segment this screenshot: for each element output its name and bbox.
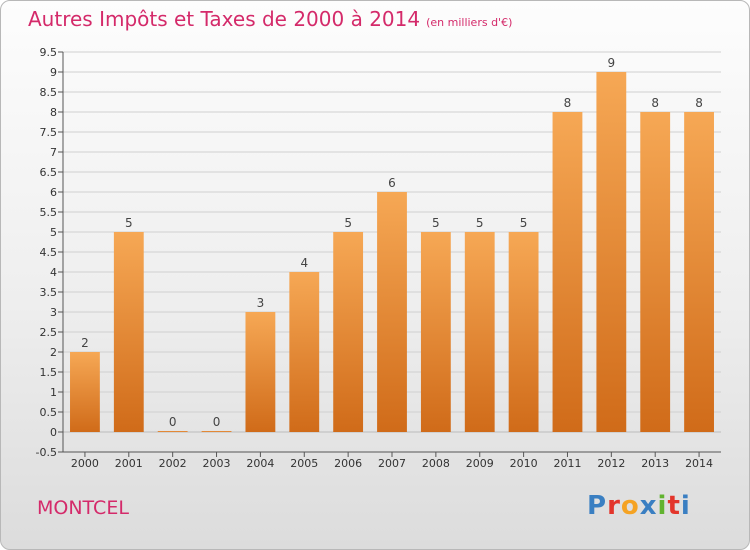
x-tick-label-2001: 2001 bbox=[115, 457, 143, 470]
y-tick-label: 8 bbox=[50, 106, 57, 119]
bar-2003 bbox=[201, 431, 232, 432]
y-tick-label: 7.5 bbox=[40, 126, 58, 139]
y-tick-label: 2 bbox=[50, 346, 57, 359]
bar-2009 bbox=[464, 232, 495, 432]
chart-title: Autres Impôts et Taxes de 2000 à 2014 (en… bbox=[28, 7, 512, 31]
y-tick-label: 6 bbox=[50, 186, 57, 199]
x-tick-label-2005: 2005 bbox=[290, 457, 318, 470]
value-label-2014: 8 bbox=[695, 96, 703, 110]
y-tick-label: 1 bbox=[50, 386, 57, 399]
value-label-2011: 8 bbox=[564, 96, 572, 110]
value-label-2012: 9 bbox=[608, 56, 616, 70]
logo-letter: i bbox=[680, 491, 691, 521]
bar-2006 bbox=[333, 232, 364, 432]
value-label-2006: 5 bbox=[344, 216, 352, 230]
bar-2004 bbox=[245, 312, 276, 432]
axes: 9.5 9 8.5 8 7.5 7 6.5 6 5.5 5 4.5 4 3.5 3 2.5 2 1.5 1 0.5 0… bbox=[36, 46, 721, 459]
y-tick-label: 4 bbox=[50, 266, 57, 279]
chart-title-text: Autres Impôts et Taxes de 2000 à 2014 bbox=[28, 7, 421, 31]
y-tick-label: 9.5 bbox=[40, 46, 58, 59]
chart-unit: (en milliers d'€) bbox=[426, 16, 513, 29]
y-tick-label: 5 bbox=[50, 226, 57, 239]
bar-2002 bbox=[157, 431, 188, 432]
y-tick-label: 0 bbox=[50, 426, 57, 439]
y-tick-label: 7 bbox=[50, 146, 57, 159]
y-tick-label: 3 bbox=[50, 306, 57, 319]
bar-2000 bbox=[70, 352, 100, 432]
y-tick-label: 0.5 bbox=[40, 406, 58, 419]
x-tick-label-2007: 2007 bbox=[378, 457, 406, 470]
x-tick-label-2010: 2010 bbox=[510, 457, 538, 470]
y-tick-label: 3.5 bbox=[40, 286, 58, 299]
bar-2014 bbox=[684, 112, 714, 432]
bar-2011 bbox=[552, 112, 583, 432]
x-tick-label-2013: 2013 bbox=[641, 457, 669, 470]
bar-2013 bbox=[640, 112, 671, 432]
x-tick-label-2003: 2003 bbox=[203, 457, 231, 470]
x-tick-label-2009: 2009 bbox=[466, 457, 494, 470]
x-tick-label-2006: 2006 bbox=[334, 457, 362, 470]
logo-letter: P bbox=[587, 491, 608, 521]
value-label-2009: 5 bbox=[476, 216, 484, 230]
value-label-2001: 5 bbox=[125, 216, 133, 230]
logo-letter: r bbox=[607, 491, 621, 521]
logo-letter: o bbox=[620, 491, 640, 521]
value-label-2013: 8 bbox=[651, 96, 659, 110]
logo-letter: i bbox=[657, 491, 668, 521]
y-tick-label: 8.5 bbox=[40, 86, 58, 99]
value-label-2010: 5 bbox=[520, 216, 528, 230]
value-label-2005: 4 bbox=[300, 256, 308, 270]
x-tick-label-2014: 2014 bbox=[685, 457, 713, 470]
bar-2008 bbox=[420, 232, 451, 432]
bar-2010 bbox=[508, 232, 539, 432]
commune-name: MONTCEL bbox=[37, 497, 129, 519]
y-tick-label: 1.5 bbox=[40, 366, 58, 379]
y-tick-label: 6.5 bbox=[40, 166, 58, 179]
labels: 2 2000 5 2001 0 2002 0 2003 3 2004 4 2005 5 2006 6 2007… bbox=[71, 56, 713, 470]
x-tick-label-2000: 2000 bbox=[71, 457, 99, 470]
x-tick-label-2012: 2012 bbox=[597, 457, 625, 470]
bar-2005 bbox=[289, 272, 320, 432]
bar-2001 bbox=[113, 232, 144, 432]
value-label-2003: 0 bbox=[213, 415, 221, 429]
x-tick-label-2008: 2008 bbox=[422, 457, 450, 470]
x-tick-label-2004: 2004 bbox=[246, 457, 274, 470]
value-label-2000: 2 bbox=[81, 336, 89, 350]
value-label-2002: 0 bbox=[169, 415, 177, 429]
y-tick-label: 2.5 bbox=[40, 326, 58, 339]
value-label-2008: 5 bbox=[432, 216, 440, 230]
bars bbox=[70, 72, 714, 432]
x-tick-label-2011: 2011 bbox=[553, 457, 581, 470]
y-tick-label: 5.5 bbox=[40, 206, 58, 219]
y-tick-label: 4.5 bbox=[40, 246, 58, 259]
value-label-2004: 3 bbox=[257, 296, 265, 310]
y-tick-label: 9 bbox=[50, 66, 57, 79]
bar-2007 bbox=[377, 192, 407, 432]
logo-letter: x bbox=[639, 491, 658, 521]
x-tick-label-2002: 2002 bbox=[159, 457, 187, 470]
value-label-2007: 6 bbox=[388, 176, 396, 190]
y-tick-label: -0.5 bbox=[36, 446, 57, 459]
proxiti-logo: Proxiti bbox=[587, 491, 691, 521]
bar-2012 bbox=[596, 72, 627, 432]
logo-letter: t bbox=[667, 491, 681, 521]
